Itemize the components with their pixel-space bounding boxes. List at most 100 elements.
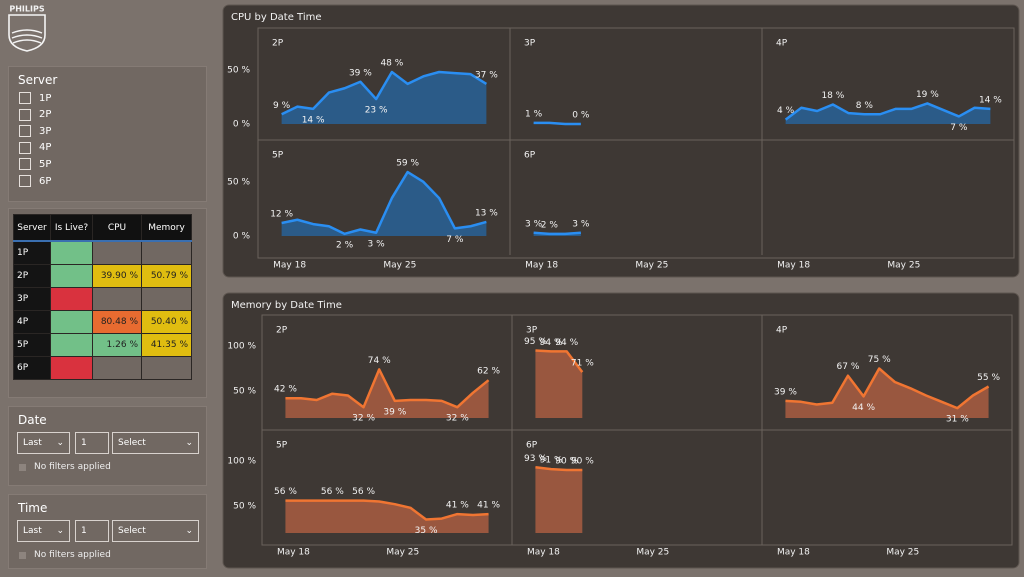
cpu-cell: [92, 356, 142, 380]
value-label: 41 %: [477, 501, 500, 511]
x-tick-label: May 25: [887, 261, 920, 271]
filter-title: Time: [18, 501, 48, 515]
x-tick-label: May 18: [277, 548, 310, 558]
unit-dropdown[interactable]: Select ⌄: [112, 520, 199, 542]
x-tick-label: May 18: [527, 548, 560, 558]
value-label: 90 %: [571, 457, 594, 467]
server-filter: Server 1P 2P 3P 4P 5P 6P: [8, 66, 207, 202]
value-label: 93 %: [524, 454, 547, 464]
server-option[interactable]: 6P: [19, 175, 51, 187]
area: [281, 172, 487, 236]
value-label: 56 %: [352, 487, 375, 497]
checkbox: [19, 108, 31, 121]
server-option[interactable]: 3P: [19, 125, 52, 138]
server-option[interactable]: 4P: [19, 141, 51, 154]
value-label: 7 %: [950, 123, 968, 133]
x-tick-label: May 25: [386, 548, 419, 558]
x-tick-label: May 25: [636, 548, 669, 558]
dropdown-text: Last: [23, 526, 42, 536]
server-option[interactable]: 1P: [19, 92, 51, 104]
dropdown-text: Last: [23, 438, 42, 448]
logo: PHILIPS: [8, 5, 46, 52]
checkbox: [19, 141, 31, 154]
cpu-cell: 1.26 %: [92, 333, 142, 357]
server-option[interactable]: 2P: [19, 108, 52, 121]
x-tick-label: May 18: [777, 261, 810, 271]
value-label: 18 %: [821, 91, 844, 101]
chart-title: CPU by Date Time: [231, 12, 322, 23]
value-label: 94 %: [540, 338, 563, 348]
count-input[interactable]: 1: [75, 520, 109, 542]
input-text: 1: [81, 438, 87, 448]
value-label: 56 %: [274, 487, 297, 497]
value-label: 2 %: [336, 240, 354, 250]
value-label: 35 %: [415, 526, 438, 536]
header-cell: Memory: [141, 214, 192, 242]
value-label: 14 %: [979, 95, 1002, 105]
value-label: 13 %: [475, 208, 498, 218]
option-label: 2P: [39, 109, 52, 121]
area: [285, 369, 489, 418]
area: [281, 72, 487, 124]
unit-dropdown[interactable]: Select ⌄: [112, 432, 199, 454]
x-tick-label: May 18: [273, 261, 306, 271]
area: [785, 368, 989, 418]
value-label: 62 %: [477, 367, 500, 377]
value-label: 32 %: [352, 414, 375, 424]
memory-cell: [141, 356, 192, 380]
option-label: 1P: [39, 92, 52, 104]
panel-label: 3P: [526, 326, 538, 336]
value-label: 94 %: [555, 338, 578, 348]
value-label: 32 %: [446, 414, 469, 424]
value-label: 39 %: [383, 407, 406, 417]
filter-status: No filters applied: [19, 462, 111, 472]
dropdown-text: Select: [118, 438, 146, 448]
period-dropdown[interactable]: Last ⌄: [17, 520, 70, 542]
table-row: 6P: [13, 356, 192, 380]
dropdown-text: Select: [118, 526, 146, 536]
status-text: No filters applied: [34, 550, 111, 560]
option-label: 3P: [39, 125, 52, 137]
status-panel: Server Is Live? CPU Memory 1P 2P 39.90 % 50.79 …: [8, 208, 207, 398]
area: [535, 350, 583, 418]
value-label: 67 %: [837, 362, 860, 372]
value-label: 3 %: [525, 219, 543, 229]
header-cell: CPU: [92, 214, 142, 242]
filter-title: Date: [18, 413, 47, 427]
value-label: 23 %: [365, 106, 388, 116]
period-dropdown[interactable]: Last ⌄: [17, 432, 70, 454]
chart-card: [222, 4, 1020, 278]
y-tick-label: 50 %: [233, 502, 256, 512]
count-input[interactable]: 1: [75, 432, 109, 454]
checkbox: [19, 158, 31, 171]
logo-text: PHILIPS: [9, 5, 44, 14]
filter-title: Server: [18, 73, 58, 87]
header-cell: Server: [13, 214, 51, 242]
value-label: 12 %: [270, 210, 293, 220]
value-label: 55 %: [977, 373, 1000, 383]
value-label: 42 %: [274, 385, 297, 395]
value-label: 75 %: [868, 355, 891, 365]
line: [533, 231, 581, 236]
checkbox: [19, 125, 31, 138]
status-text: No filters applied: [34, 462, 111, 472]
value-label: 0 %: [572, 111, 590, 121]
panel-label: 5P: [272, 151, 284, 161]
area: [535, 467, 583, 533]
line: [533, 121, 581, 126]
header-row: Server Is Live? CPU Memory: [13, 214, 192, 242]
line: [281, 170, 487, 236]
value-label: 44 %: [852, 403, 875, 413]
option-label: 5P: [39, 158, 52, 170]
checkbox: [19, 92, 31, 104]
value-label: 41 %: [446, 501, 469, 511]
panel-label: 6P: [524, 151, 536, 161]
panel-label: 6P: [526, 441, 538, 451]
value-label: 9 %: [273, 101, 291, 111]
y-tick-label: 0 %: [233, 120, 251, 130]
value-label: 19 %: [916, 90, 939, 100]
value-label: 8 %: [856, 101, 874, 111]
header-cell: Is Live?: [50, 214, 93, 242]
server-option[interactable]: 5P: [19, 158, 52, 171]
